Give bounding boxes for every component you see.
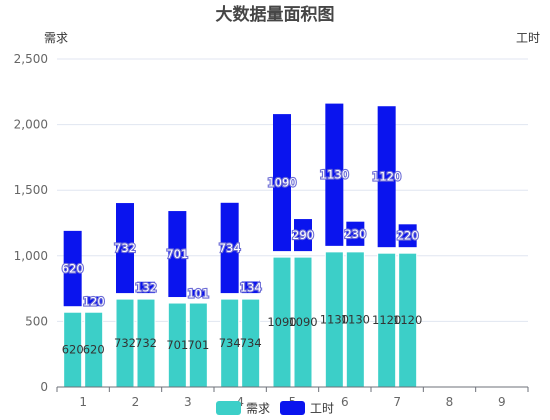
data-label-demand: 734 xyxy=(240,336,262,350)
bar-hours-a[interactable] xyxy=(377,106,396,248)
data-label-demand: 701 xyxy=(187,338,209,352)
data-label-demand: 1120 xyxy=(372,313,401,327)
bar-hours-b[interactable] xyxy=(241,281,260,294)
bar-hours-b[interactable] xyxy=(84,296,103,307)
data-label-hours: 732 xyxy=(114,241,136,255)
x-tick-label: 2 xyxy=(132,395,140,409)
data-label-demand: 701 xyxy=(166,338,188,352)
data-label-demand: 732 xyxy=(114,336,136,350)
y-tick-label: 0 xyxy=(40,380,48,394)
bar-hours-b[interactable] xyxy=(398,224,417,248)
bar-hours-a[interactable] xyxy=(168,211,187,298)
x-tick-label: 7 xyxy=(393,395,401,409)
data-label-demand: 1090 xyxy=(288,315,317,329)
chart-title: 大数据量面积图 xyxy=(216,4,335,25)
legend-label[interactable]: 工时 xyxy=(310,402,334,416)
data-label-hours: 701 xyxy=(166,247,188,261)
data-label-demand: 1090 xyxy=(267,315,296,329)
bar-hours-a[interactable] xyxy=(116,203,134,294)
legend-swatch[interactable] xyxy=(280,401,305,415)
y-axis-right-label: 工时 xyxy=(516,31,540,45)
data-label-hours: 620 xyxy=(62,262,84,276)
x-tick-label: 1 xyxy=(79,395,87,409)
bars xyxy=(63,103,418,388)
data-label-hours: 134 xyxy=(240,280,262,294)
data-label-demand: 734 xyxy=(219,336,241,350)
y-tick-label: 2,000 xyxy=(14,118,48,132)
grid-lines xyxy=(57,58,528,322)
data-label-hours: 1090 xyxy=(267,176,296,190)
data-labels: 6206206201207327327321327017017011017347… xyxy=(61,167,423,357)
bar-hours-a[interactable] xyxy=(273,114,291,252)
data-label-hours: 220 xyxy=(397,229,419,243)
data-label-hours: 1120 xyxy=(372,170,401,184)
x-tick-label: 3 xyxy=(184,395,192,409)
x-tick-label: 6 xyxy=(341,395,349,409)
data-label-demand: 620 xyxy=(83,343,105,357)
data-label-hours: 1130 xyxy=(320,168,349,182)
bar-hours-b[interactable] xyxy=(294,219,312,252)
data-label-demand: 1120 xyxy=(393,313,422,327)
x-tick-label: 8 xyxy=(446,395,454,409)
y-tick-label: 2,500 xyxy=(14,52,48,66)
x-tick-label: 9 xyxy=(498,395,506,409)
data-label-demand: 1130 xyxy=(320,312,349,326)
data-label-hours: 290 xyxy=(292,228,314,242)
y-axis-left-label: 需求 xyxy=(44,31,68,45)
bar-hours-b[interactable] xyxy=(346,221,365,246)
data-label-hours: 230 xyxy=(344,227,366,241)
y-tick-label: 500 xyxy=(25,314,48,328)
y-tick-label: 1,000 xyxy=(14,249,48,263)
legend[interactable]: 需求 工时 xyxy=(216,401,334,416)
legend-swatch[interactable] xyxy=(216,401,241,415)
data-label-demand: 732 xyxy=(135,336,157,350)
legend-label[interactable]: 需求 xyxy=(246,402,270,416)
data-label-hours: 132 xyxy=(135,280,157,294)
bar-hours-b[interactable] xyxy=(137,281,155,294)
data-label-demand: 1130 xyxy=(341,312,370,326)
bar-hours-b[interactable] xyxy=(189,289,208,298)
data-label-hours: 734 xyxy=(219,241,241,255)
data-label-demand: 620 xyxy=(62,343,84,357)
data-label-hours: 120 xyxy=(83,294,105,308)
y-tick-label: 1,500 xyxy=(14,183,48,197)
bar-hours-a[interactable] xyxy=(220,202,239,294)
bar-hours-a[interactable] xyxy=(325,103,344,246)
data-label-hours: 101 xyxy=(187,286,209,300)
bar-hours-a[interactable] xyxy=(63,230,82,307)
